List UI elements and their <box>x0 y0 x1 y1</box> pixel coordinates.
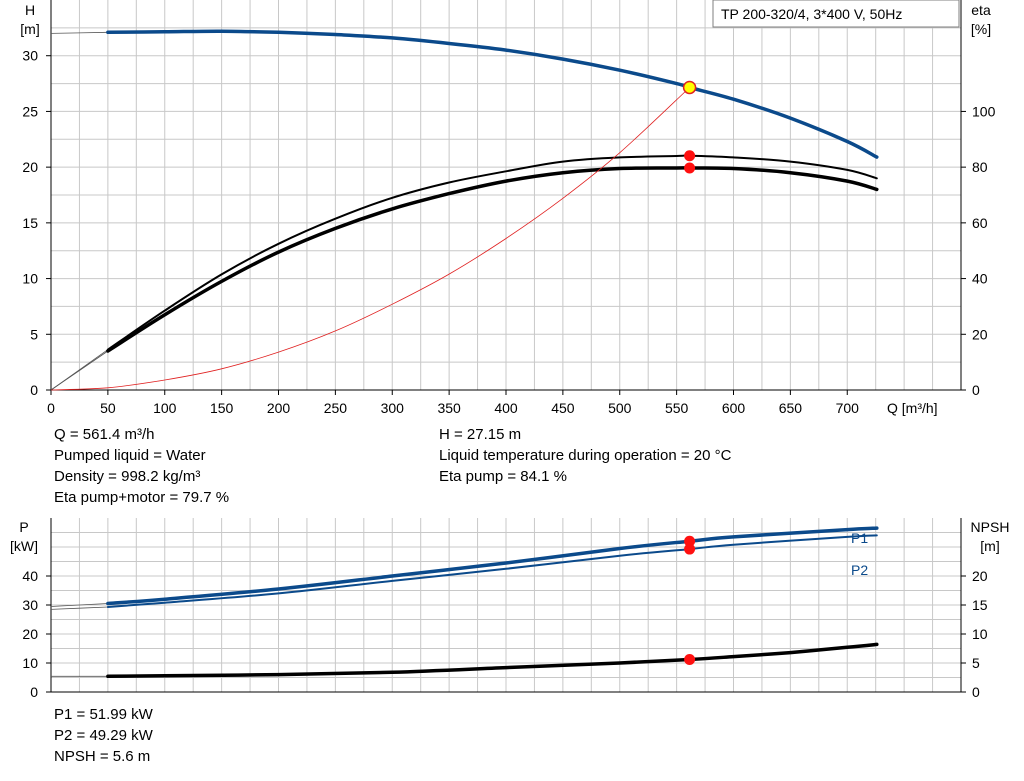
y-tick-label: 30 <box>22 48 38 64</box>
x-tick-label: 650 <box>779 400 803 416</box>
info-p2: P2 = 49.29 kW <box>54 727 153 744</box>
info-q: Q = 561.4 m³/h <box>54 426 155 443</box>
y-tick-label: 0 <box>30 684 38 700</box>
y-axis-unit: [kW] <box>10 538 38 554</box>
x-tick-label: 700 <box>836 400 860 416</box>
y-tick-label: 0 <box>30 382 38 398</box>
x-tick-label: 250 <box>324 400 348 416</box>
head-efficiency-chart: 0 50 100 150 200 250 300 350 400 450 500 550 600 650 7… <box>20 0 996 416</box>
y-right-tick-label: 15 <box>972 597 988 613</box>
series-line-npsh <box>106 642 879 679</box>
info-density: Density = 998.2 kg/m³ <box>54 468 201 485</box>
y-right-tick-label: 20 <box>972 326 988 342</box>
y-tick-label: 25 <box>22 103 38 119</box>
power-npsh-chart: 0 10 20 30 40 0 5 10 15 20 P [kW] NPSH [m] P1 P2 <box>10 518 1009 700</box>
y-right-tick-label: 0 <box>972 382 980 398</box>
series-line-eta-pump-motor <box>106 166 879 353</box>
series-line-system-curve <box>50 87 690 391</box>
y-tick-label: 20 <box>22 159 38 175</box>
y-tick-label: 15 <box>22 215 38 231</box>
x-tick-label: 300 <box>381 400 405 416</box>
x-tick-label: 0 <box>47 400 55 416</box>
y-right-tick-label: 10 <box>972 626 988 642</box>
y-axis-unit: [m] <box>20 21 39 37</box>
y-tick-label: 5 <box>30 326 38 342</box>
operating-point-eta-total <box>684 162 696 174</box>
series-lead-eta-pump-motor <box>50 350 109 391</box>
info-eta-pump: Eta pump = 84.1 % <box>439 468 567 485</box>
y-tick-label: 10 <box>22 655 38 671</box>
x-tick-label: 400 <box>494 400 518 416</box>
y-tick-label: 10 <box>22 271 38 287</box>
y-right-tick-label: 80 <box>972 159 988 175</box>
operating-point-h <box>682 80 697 95</box>
series-label-p2: P2 <box>851 562 868 578</box>
y-tick-label: 20 <box>22 626 38 642</box>
series-line-h <box>106 29 879 159</box>
x-tick-label: 600 <box>722 400 746 416</box>
chart-title: TP 200-320/4, 3*400 V, 50Hz <box>721 6 902 22</box>
x-axis-label: Q [m³/h] <box>887 400 938 416</box>
series-lead-p2 <box>50 606 108 610</box>
info-p1: P1 = 51.99 kW <box>54 706 153 723</box>
series-lead-h <box>50 31 108 34</box>
y-tick-label: 40 <box>22 568 38 584</box>
x-tick-label: 450 <box>551 400 575 416</box>
operating-point-p2 <box>684 543 696 555</box>
info-pumped-liquid: Pumped liquid = Water <box>54 447 206 464</box>
operating-point-npsh <box>684 654 696 666</box>
y-right-tick-label: 40 <box>972 271 988 287</box>
y-right-tick-label: 20 <box>972 568 988 584</box>
x-tick-label: 200 <box>267 400 291 416</box>
info-liquid-temp: Liquid temperature during operation = 20… <box>439 447 732 464</box>
x-tick-label: 50 <box>100 400 116 416</box>
y-right-axis-unit: [%] <box>971 21 991 37</box>
y-right-tick-label: 60 <box>972 215 988 231</box>
info-h: H = 27.15 m <box>439 426 522 443</box>
info-npsh: NPSH = 5.6 m <box>54 748 151 765</box>
series-line-eta-pump <box>106 154 878 351</box>
title-box <box>712 0 960 28</box>
x-tick-label: 500 <box>608 400 632 416</box>
x-tick-label: 150 <box>210 400 234 416</box>
operating-point-p1 <box>684 535 696 547</box>
y-right-tick-label: 5 <box>972 655 980 671</box>
y-right-axis-label: NPSH <box>971 519 1010 535</box>
operating-point-eta-pump <box>684 150 696 162</box>
y-axis-label: P <box>19 519 28 535</box>
info-eta-total: Eta pump+motor = 79.7 % <box>54 489 230 506</box>
x-tick-label: 550 <box>665 400 689 416</box>
y-axis-label: H <box>25 2 35 18</box>
y-tick-label: 30 <box>22 597 38 613</box>
series-line-p1 <box>106 526 879 606</box>
series-lead-p1 <box>50 603 108 607</box>
series-line-p2 <box>106 534 878 608</box>
x-tick-label: 350 <box>437 400 461 416</box>
y-right-axis-label: eta <box>971 2 991 18</box>
x-tick-label: 100 <box>153 400 177 416</box>
series-label-p1: P1 <box>851 530 868 546</box>
y-right-tick-label: 0 <box>972 684 980 700</box>
y-right-tick-label: 100 <box>972 103 996 119</box>
y-right-axis-unit: [m] <box>980 538 999 554</box>
